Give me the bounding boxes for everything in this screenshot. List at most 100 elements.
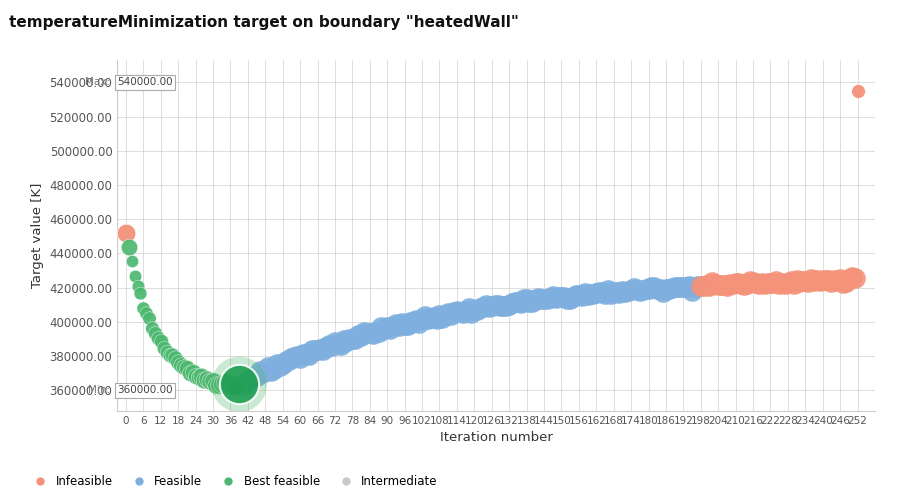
- Point: [406, 318, 420, 326]
- Point: [851, 87, 865, 95]
- Point: [801, 278, 815, 286]
- Point: [415, 315, 429, 323]
- Point: [844, 273, 859, 281]
- Point: [569, 292, 584, 300]
- Point: [253, 367, 267, 375]
- Point: [703, 282, 717, 290]
- Point: [484, 302, 499, 310]
- Point: [363, 329, 377, 337]
- Point: [220, 380, 235, 388]
- Point: [319, 343, 334, 351]
- Point: [732, 279, 746, 287]
- Point: [403, 318, 418, 326]
- Point: [517, 296, 531, 304]
- Point: [160, 348, 174, 356]
- Point: [186, 368, 200, 376]
- Point: [427, 313, 441, 321]
- Point: [670, 283, 685, 291]
- Point: [394, 319, 409, 327]
- Point: [615, 288, 630, 296]
- Point: [531, 294, 546, 302]
- Point: [734, 280, 749, 288]
- Point: [267, 365, 281, 373]
- Point: [673, 283, 687, 291]
- Point: [746, 278, 760, 286]
- Point: [584, 290, 598, 298]
- Point: [603, 290, 618, 298]
- Point: [275, 360, 290, 368]
- Point: [749, 279, 763, 287]
- Point: [543, 294, 557, 302]
- Point: [429, 315, 444, 323]
- Point: [505, 299, 520, 307]
- Point: [325, 342, 339, 350]
- Point: [511, 298, 525, 306]
- Point: [653, 285, 667, 293]
- Point: [551, 294, 566, 302]
- Point: [589, 290, 603, 298]
- Point: [368, 328, 382, 336]
- Text: 360000.00: 360000.00: [117, 385, 173, 395]
- Point: [713, 281, 728, 289]
- Point: [374, 323, 389, 331]
- Point: [577, 289, 592, 297]
- Point: [136, 304, 151, 312]
- Point: [465, 309, 479, 317]
- Point: [804, 276, 818, 284]
- Point: [249, 372, 263, 380]
- Point: [334, 341, 348, 349]
- Point: [563, 295, 577, 303]
- Point: [824, 278, 839, 286]
- Point: [658, 285, 673, 293]
- Point: [290, 352, 305, 360]
- Point: [740, 281, 754, 289]
- Point: [717, 281, 732, 289]
- Point: [342, 335, 356, 343]
- Point: [557, 293, 572, 301]
- Point: [380, 323, 394, 331]
- Point: [232, 380, 246, 388]
- Point: [389, 320, 403, 328]
- Point: [189, 372, 203, 380]
- Point: [610, 288, 624, 296]
- Point: [847, 275, 861, 283]
- Point: [725, 280, 740, 288]
- Point: [354, 333, 368, 341]
- Point: [691, 282, 705, 290]
- Point: [345, 335, 360, 343]
- Point: [842, 275, 856, 283]
- Point: [606, 288, 621, 296]
- Point: [687, 283, 702, 291]
- Point: [287, 353, 301, 361]
- Point: [179, 364, 194, 372]
- Point: [151, 334, 165, 342]
- Point: [813, 277, 827, 285]
- Point: [575, 292, 589, 300]
- Point: [391, 322, 406, 330]
- Point: [836, 279, 851, 287]
- Point: [145, 324, 160, 332]
- Point: [499, 302, 513, 310]
- Point: [284, 354, 299, 362]
- Point: [601, 287, 615, 295]
- Point: [487, 302, 502, 310]
- Point: [699, 281, 713, 289]
- Point: [331, 340, 345, 348]
- Point: [122, 242, 136, 250]
- Point: [148, 329, 162, 337]
- Point: [694, 282, 708, 290]
- Point: [685, 287, 699, 295]
- Point: [165, 351, 179, 359]
- Point: [339, 337, 354, 345]
- Point: [502, 301, 516, 309]
- Point: [839, 278, 853, 286]
- Point: [281, 356, 296, 364]
- Point: [348, 336, 363, 344]
- Point: [665, 284, 679, 292]
- Point: [272, 362, 287, 370]
- Point: [682, 282, 696, 290]
- Point: [612, 289, 627, 297]
- Point: [177, 363, 191, 371]
- Point: [534, 295, 548, 303]
- Point: [708, 280, 723, 288]
